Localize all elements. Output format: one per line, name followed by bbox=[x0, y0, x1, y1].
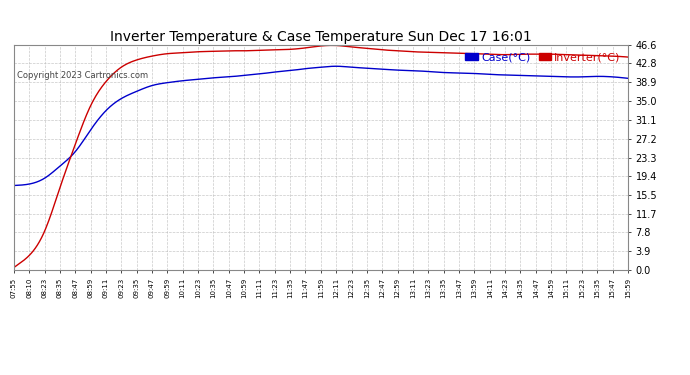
Text: Copyright 2023 Cartronics.com: Copyright 2023 Cartronics.com bbox=[17, 71, 148, 80]
Legend: Case(°C), Inverter(°C): Case(°C), Inverter(°C) bbox=[463, 50, 622, 64]
Title: Inverter Temperature & Case Temperature Sun Dec 17 16:01: Inverter Temperature & Case Temperature … bbox=[110, 30, 532, 44]
